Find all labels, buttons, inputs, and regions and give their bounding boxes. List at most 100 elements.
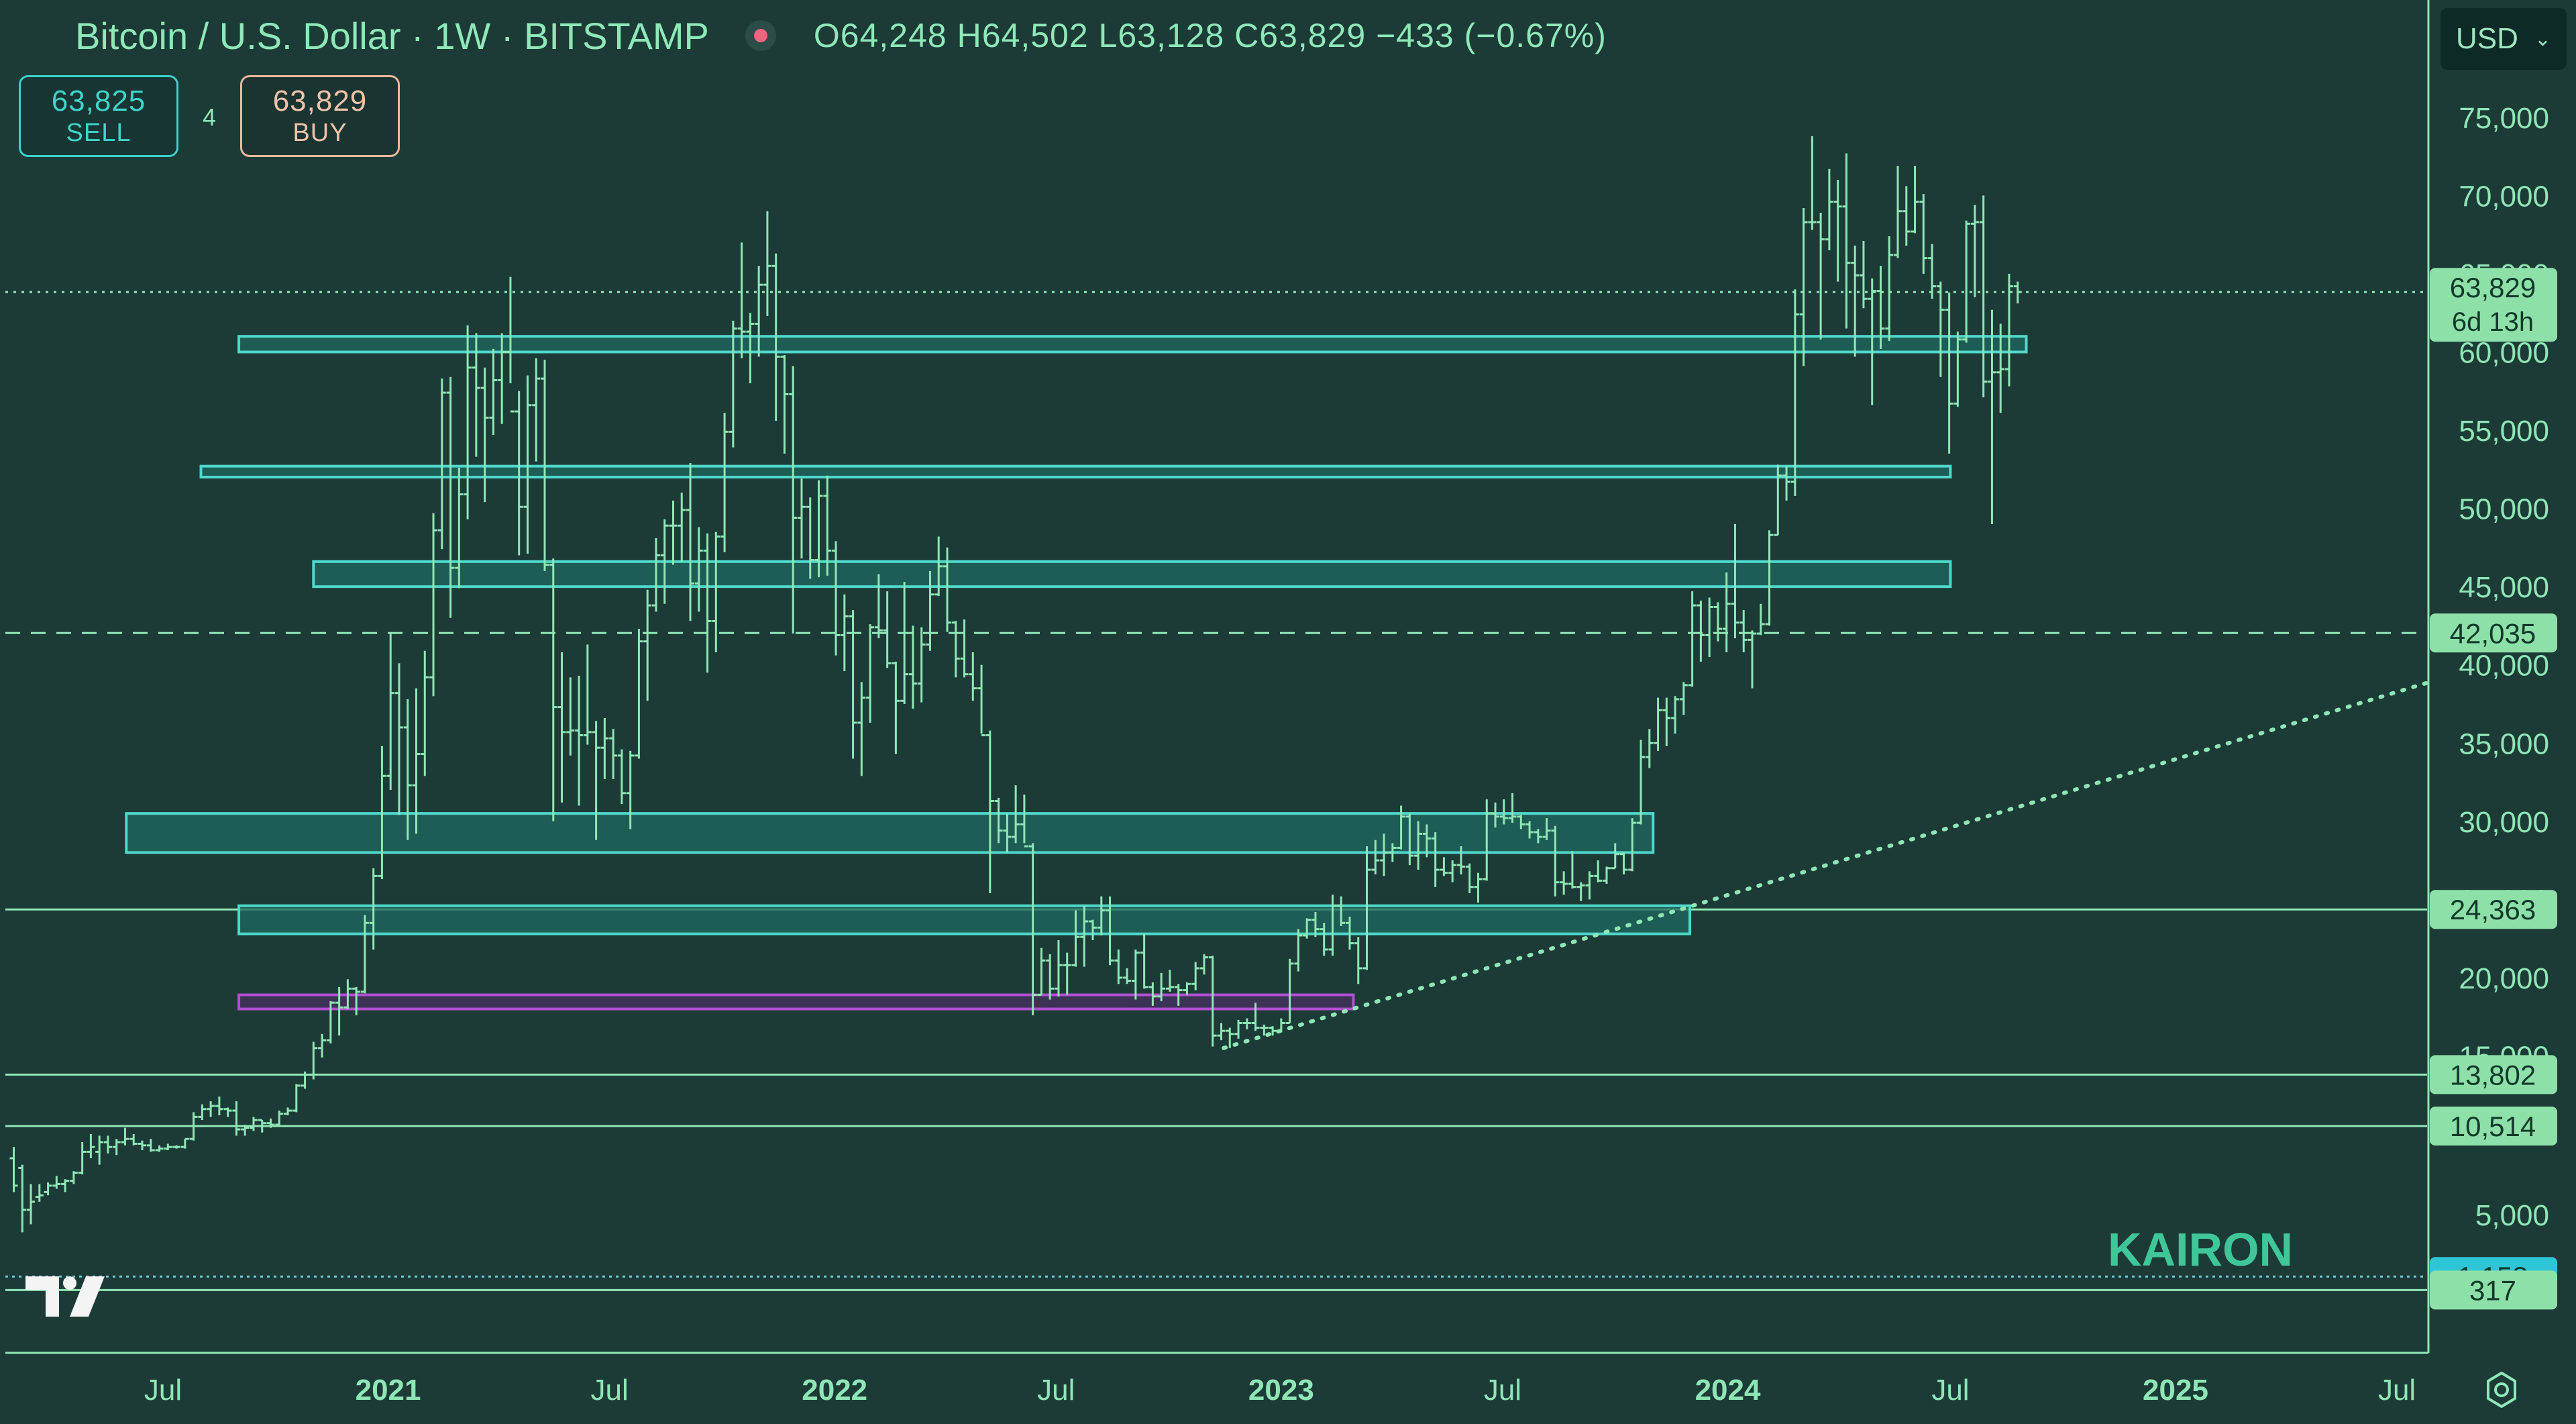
ohlc-bar <box>266 1118 275 1128</box>
ohlc-bar <box>1508 793 1517 823</box>
ohlc-bar <box>232 1101 241 1136</box>
ohlc-bar <box>651 538 660 612</box>
ohlc-bar <box>1242 1018 1251 1029</box>
ohlc-bar <box>1739 610 1748 653</box>
ohlc-bar <box>729 320 737 448</box>
ohlc-bar <box>789 366 798 634</box>
ohlc-bar <box>797 478 806 559</box>
symbol-title[interactable]: Bitcoin / U.S. Dollar · 1W · BITSTAMP <box>75 14 709 57</box>
ohlc-bar <box>180 1137 189 1149</box>
ohlc-bar <box>369 868 378 950</box>
ohlc-bar <box>1028 843 1037 1015</box>
ohlc-bar <box>1833 180 1842 282</box>
ohlc-bar <box>1645 729 1654 768</box>
ohlc-bar <box>1919 194 1928 274</box>
ohlc-bar <box>678 493 686 562</box>
ohlc-bar <box>1140 933 1148 989</box>
ohlc-bar <box>44 1182 52 1196</box>
sell-button[interactable]: 63,825 SELL <box>19 75 178 157</box>
time-tick-label: 2022 <box>802 1374 867 1407</box>
ohlc-bar <box>78 1142 87 1174</box>
ohlc-bar <box>1285 958 1294 1024</box>
ohlc-bar <box>172 1145 181 1149</box>
ohlc-bar <box>1071 910 1080 967</box>
ohlc-bar <box>292 1084 301 1113</box>
ohlc-bar <box>617 749 626 805</box>
ohlc-bar <box>1790 289 1799 496</box>
ohlc-bar <box>9 1147 18 1192</box>
ohlc-bar <box>1294 929 1303 972</box>
ohlc-bar <box>480 367 489 503</box>
ohlc-bar <box>737 242 746 358</box>
currency-selector[interactable]: USD ⌄ <box>2440 8 2567 70</box>
ohlc-bar <box>1405 813 1414 866</box>
ohlc-bar <box>951 621 960 678</box>
ohlc-bar <box>455 467 464 589</box>
ohlc-bar <box>284 1107 292 1116</box>
buy-button[interactable]: 63,829 BUY <box>240 75 400 157</box>
ohlc-bar <box>1748 630 1756 689</box>
ohlc-bar <box>1491 802 1500 828</box>
ohlc-bar <box>626 750 635 829</box>
ohlc-bar <box>489 348 498 436</box>
chart-header: Bitcoin / U.S. Dollar · 1W · BITSTAMP O6… <box>75 12 1607 59</box>
ohlc-bar <box>703 533 712 673</box>
ohlc-bar <box>926 570 934 651</box>
time-tick-label: Jul <box>591 1374 629 1407</box>
ohlc-bar <box>215 1097 223 1116</box>
ohlc-bar <box>849 610 857 759</box>
ohlc-bar <box>1037 948 1046 997</box>
settings-gear-icon[interactable] <box>2478 1366 2525 1413</box>
ohlc-bar <box>1499 799 1508 825</box>
ohlc-bar <box>343 979 352 1009</box>
ohlc-bar <box>1054 939 1063 997</box>
ohlc-bar <box>960 619 969 678</box>
price-tick-label: 20,000 <box>2459 962 2549 995</box>
ohlc-bar <box>857 682 866 776</box>
ohlc-bar <box>994 797 1003 844</box>
ohlc-bar <box>1517 815 1525 829</box>
ohlc-bar <box>1131 949 1140 1000</box>
ohlc-bar <box>1199 954 1208 975</box>
ohlc-bar <box>1474 872 1483 903</box>
ohlc-bar <box>840 594 849 672</box>
ohlc-bar <box>1217 1023 1226 1041</box>
ohlc-bar <box>258 1119 266 1133</box>
ohlc-bar <box>1260 1024 1269 1036</box>
ohlc-bar <box>866 624 875 723</box>
ohlc-bar <box>1388 843 1397 862</box>
ohlc-bar <box>900 582 909 704</box>
market-status-indicator <box>745 20 776 51</box>
ohlc-bar <box>155 1145 164 1152</box>
ohlc-bar <box>1123 968 1132 984</box>
last-price-badge-countdown: 6d 13h <box>2452 307 2534 337</box>
ohlc-bar <box>557 652 566 803</box>
time-tick-label: Jul <box>2378 1374 2416 1407</box>
price-tick-label: 50,000 <box>2459 493 2549 526</box>
ohlc-bar <box>437 378 446 550</box>
price-line-badge-3: 10,514 <box>2430 1107 2557 1146</box>
ohlc-bar <box>1868 278 1876 405</box>
chevron-down-icon: ⌄ <box>2534 28 2552 50</box>
ohlc-bar <box>1371 840 1380 875</box>
ohlc-bar <box>352 986 361 1015</box>
ohlc-bar <box>1456 846 1465 875</box>
buy-price: 63,829 <box>272 85 368 117</box>
ohlc-bar <box>1988 309 1996 524</box>
price-line-badge-3-value: 10,514 <box>2450 1111 2536 1142</box>
price-tick-label: 40,000 <box>2459 650 2549 682</box>
time-axis[interactable]: Jul 2021 Jul 2022 Jul 2023 Jul 2024 Jul 2025 Jul <box>5 1352 2428 1407</box>
ohlc-bar <box>1713 602 1722 642</box>
ohlc-bar <box>95 1135 104 1165</box>
ohlc-bar <box>549 558 557 821</box>
price-axis[interactable]: 75,00070,00065,00060,00055,00050,00045,0… <box>2427 0 2549 1353</box>
ohlc-bar <box>1431 832 1440 887</box>
ohlc-bar <box>146 1139 155 1152</box>
ohlc-bar <box>506 276 515 413</box>
ohlc-bar <box>378 746 386 880</box>
ohlc-bar <box>686 463 695 621</box>
ohlc-bar <box>464 325 472 519</box>
ohlc-bar <box>1876 266 1885 349</box>
ohlc-bar <box>1619 852 1628 875</box>
